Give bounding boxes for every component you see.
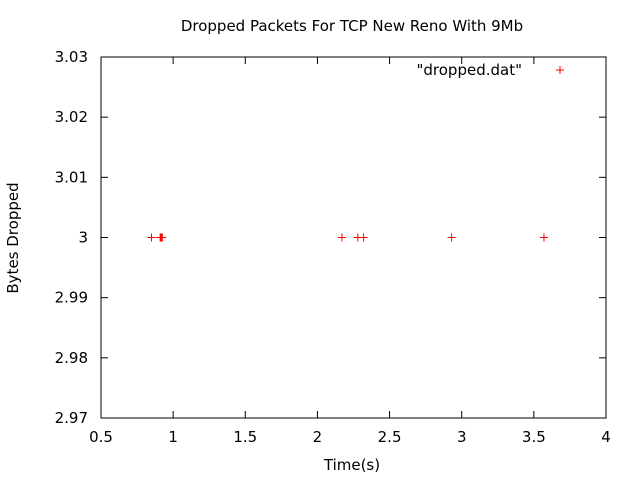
x-tick-label: 3 [457, 428, 467, 446]
y-tick-label: 2.99 [55, 289, 88, 307]
x-tick-label: 1.5 [233, 428, 257, 446]
legend-marker-symbol [556, 66, 564, 74]
legend-marker [556, 66, 564, 74]
legend-label: "dropped.dat" [417, 61, 523, 79]
y-tick-label: 3 [78, 229, 88, 247]
x-tick-label: 0.5 [89, 428, 113, 446]
y-tick-label: 2.98 [55, 349, 88, 367]
plot-frame [100, 56, 607, 419]
x-tick-label: 3.5 [522, 428, 546, 446]
y-tick-label: 3.02 [55, 108, 88, 126]
data-point [147, 233, 156, 242]
data-point [158, 233, 167, 242]
x-tick-label: 4 [601, 428, 611, 446]
plot-area: 0.5 1 1.5 2 2.5 3 3.5 4 2.97 2.98 2.99 3 3.01 3.02 3.0… [55, 48, 611, 446]
data-point [359, 233, 368, 242]
x-tick-label: 2 [313, 428, 323, 446]
y-tick-label: 3.03 [55, 48, 88, 66]
chart-title: Dropped Packets For TCP New Reno With 9M… [181, 17, 523, 35]
y-axis-label: Bytes Dropped [4, 182, 22, 293]
x-axis-label: Time(s) [323, 456, 380, 474]
data-point [337, 233, 346, 242]
y-tick-label: 3.01 [55, 168, 88, 186]
x-tick-label: 1 [168, 428, 178, 446]
data-point [447, 233, 456, 242]
x-tick-label: 2.5 [378, 428, 402, 446]
y-tick-label: 2.97 [55, 409, 88, 427]
data-point [539, 233, 548, 242]
